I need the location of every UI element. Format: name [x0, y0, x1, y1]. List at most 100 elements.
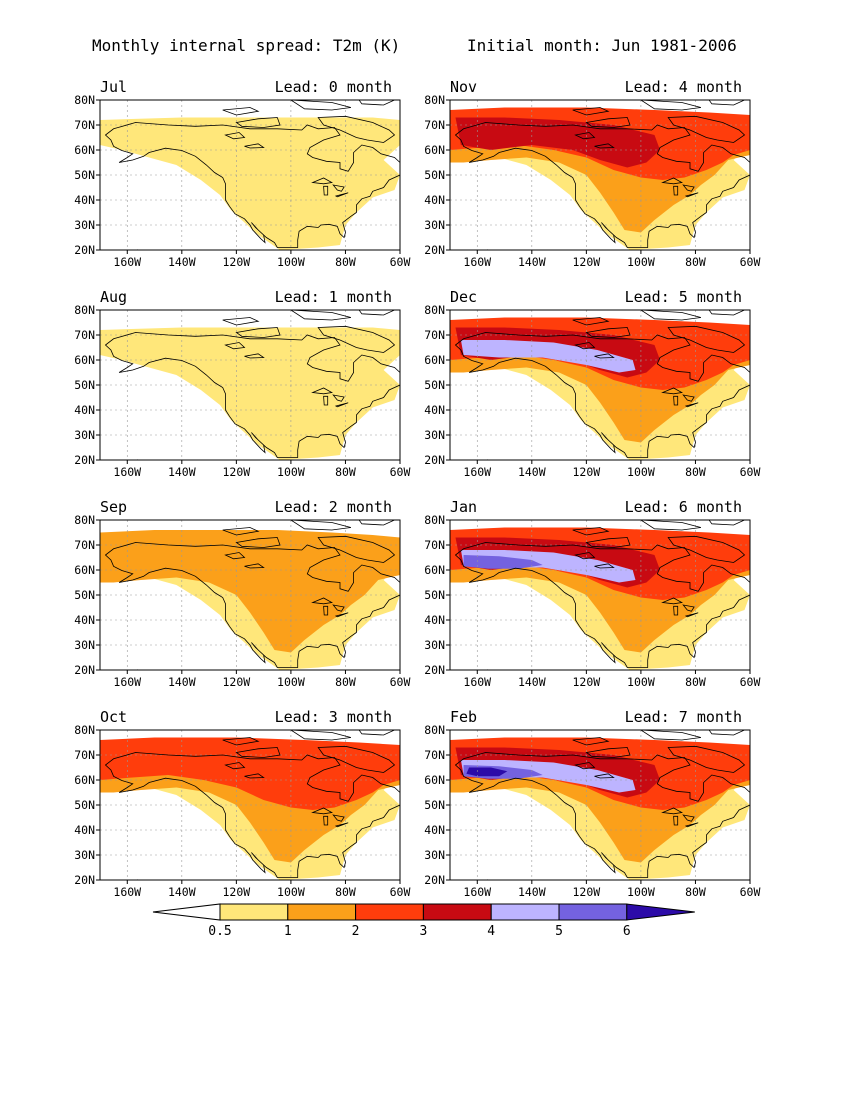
contour-band-2 — [100, 530, 400, 653]
panel-month-label: Dec — [450, 288, 477, 306]
lon-label: 140W — [518, 255, 546, 269]
lat-label: 50N — [74, 798, 95, 812]
lon-label: 80W — [335, 675, 356, 689]
lat-label: 60N — [424, 563, 445, 577]
lat-label: 30N — [424, 218, 445, 232]
lat-label: 60N — [424, 143, 445, 157]
lon-label: 60W — [390, 255, 411, 269]
lon-label: 140W — [168, 465, 196, 479]
lat-label: 60N — [74, 143, 95, 157]
panel-month-label: Oct — [100, 708, 127, 726]
map-panel: Nov Lead: 4 month 80N 70N 60N 50N 40N 30N 20N 160… — [424, 78, 760, 269]
lon-label: 100W — [277, 255, 305, 269]
lat-label: 40N — [424, 403, 445, 417]
lat-label: 20N — [424, 243, 445, 257]
contour-band-4 — [455, 117, 660, 168]
colorbar-segment — [219, 903, 289, 921]
panel-month-label: Jul — [100, 78, 127, 96]
map-area — [100, 310, 400, 460]
contour-band-6 — [463, 555, 543, 569]
coastlines — [104, 730, 400, 880]
lon-label: 140W — [168, 255, 196, 269]
lon-label: 60W — [390, 465, 411, 479]
lat-label: 20N — [424, 453, 445, 467]
colorbar-tick-label: 3 — [419, 924, 427, 939]
lat-label: 50N — [74, 588, 95, 602]
lon-label: 160W — [113, 675, 141, 689]
lat-label: 80N — [74, 93, 95, 107]
panel-lead-label: Lead: 4 month — [625, 78, 742, 96]
lat-label: 30N — [74, 638, 95, 652]
colorbar-segment — [287, 903, 357, 921]
graticule — [100, 520, 400, 670]
lat-label: 20N — [74, 453, 95, 467]
panel-lead-label: Lead: 5 month — [625, 288, 742, 306]
lon-label: 160W — [463, 885, 491, 899]
colorbar: 0.5 1 2 3 4 5 6 — [152, 903, 695, 939]
panel-month-label: Nov — [450, 78, 477, 96]
lat-label: 40N — [74, 613, 95, 627]
graticule — [100, 730, 400, 880]
lat-label: 50N — [424, 168, 445, 182]
lat-label: 70N — [424, 118, 445, 132]
lat-label: 20N — [74, 663, 95, 677]
panel-lead-label: Lead: 1 month — [275, 288, 392, 306]
map-area — [450, 730, 750, 880]
panel-month-label: Aug — [100, 288, 127, 306]
colorbar-segment — [355, 903, 424, 921]
lat-label: 60N — [74, 773, 95, 787]
colorbar-segment — [490, 903, 560, 921]
map-panel: Jan Lead: 6 month 80N 70N 60N 50N 40N 30N 20N 160… — [424, 498, 760, 689]
lat-label: 40N — [424, 823, 445, 837]
lat-label: 50N — [424, 378, 445, 392]
lon-label: 60W — [390, 675, 411, 689]
lat-label: 70N — [74, 118, 95, 132]
lon-label: 120W — [573, 885, 601, 899]
coastlines — [104, 310, 400, 460]
lon-label: 100W — [277, 465, 305, 479]
lat-label: 30N — [74, 848, 95, 862]
graticule — [100, 100, 400, 250]
lon-label: 120W — [223, 675, 251, 689]
map-panel: Aug Lead: 1 month 80N 70N 60N 50N 40N 30N 20N 160… — [74, 288, 410, 479]
graticule — [450, 730, 750, 880]
colorbar-tick-label: 5 — [555, 924, 563, 939]
map-area — [450, 310, 750, 460]
lon-label: 60W — [740, 255, 761, 269]
lon-label: 160W — [113, 255, 141, 269]
lat-label: 80N — [74, 303, 95, 317]
map-panel: Sep Lead: 2 month 80N 70N 60N 50N 40N 30N 20N 160… — [74, 498, 410, 689]
lon-label: 120W — [223, 255, 251, 269]
lon-label: 100W — [627, 255, 655, 269]
panel-month-label: Feb — [450, 708, 477, 726]
lat-label: 80N — [424, 93, 445, 107]
lon-label: 140W — [518, 675, 546, 689]
contour-band-7 — [466, 767, 508, 777]
map-panel: Dec Lead: 5 month 80N 70N 60N 50N 40N 30N 20N 160… — [424, 288, 760, 479]
coastlines — [454, 310, 750, 460]
panel-lead-label: Lead: 2 month — [275, 498, 392, 516]
lon-label: 160W — [463, 675, 491, 689]
colorbar-left-triangle — [152, 903, 221, 921]
lon-label: 80W — [335, 885, 356, 899]
lat-label: 50N — [74, 378, 95, 392]
lon-label: 60W — [390, 885, 411, 899]
lat-label: 70N — [424, 538, 445, 552]
coastlines — [454, 100, 750, 250]
figure-title: Monthly internal spread: T2m (K) — [92, 36, 400, 55]
lon-label: 160W — [113, 885, 141, 899]
panel-month-label: Jan — [450, 498, 477, 516]
lat-label: 70N — [424, 328, 445, 342]
contour-band-1 — [100, 117, 400, 250]
coastlines — [104, 100, 400, 250]
map-area — [100, 100, 400, 250]
lon-label: 160W — [463, 255, 491, 269]
panel-lead-label: Lead: 0 month — [275, 78, 392, 96]
lon-label: 140W — [168, 885, 196, 899]
lon-label: 100W — [627, 465, 655, 479]
lat-label: 70N — [424, 748, 445, 762]
map-area — [100, 520, 400, 670]
panel-month-label: Sep — [100, 498, 127, 516]
colorbar-tick-label: 6 — [623, 924, 631, 939]
lat-label: 20N — [424, 873, 445, 887]
